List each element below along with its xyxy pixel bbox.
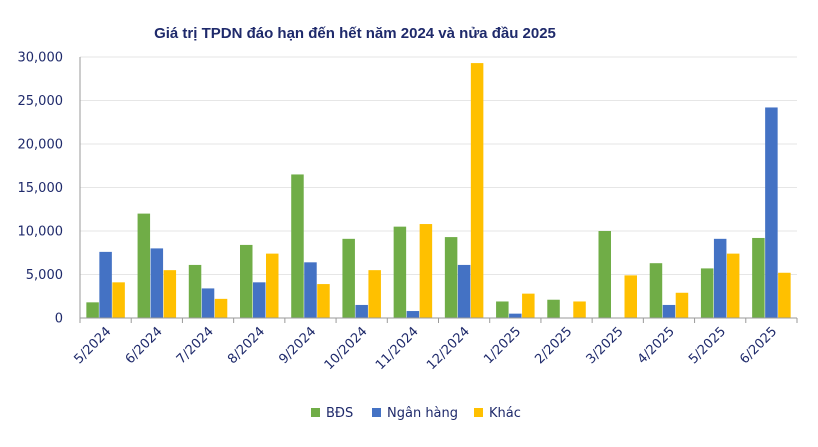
bar-bđs	[649, 263, 663, 318]
bar-ngân-hàng	[150, 248, 164, 318]
x-tick-label: 11/2024	[373, 324, 422, 373]
bar-ngân-hàng	[509, 313, 522, 318]
bar-khác	[675, 292, 689, 318]
bar-khác	[317, 284, 330, 318]
bar-bđs	[240, 244, 253, 318]
bar-khác	[726, 253, 740, 318]
bar-ngân-hàng	[457, 264, 471, 318]
bar-ngân-hàng	[99, 251, 112, 318]
bar-khác	[624, 275, 637, 318]
legend-label: Khác	[489, 406, 521, 421]
x-tick-label: 5/2025	[686, 324, 729, 367]
bar-ngân-hàng	[662, 304, 676, 318]
x-tick-label: 9/2024	[276, 324, 319, 367]
bar-bđs	[444, 237, 458, 318]
x-tick-label: 8/2024	[225, 324, 268, 367]
x-tick-label: 7/2024	[174, 324, 217, 367]
legend-label: BĐS	[326, 406, 353, 421]
y-axis-ticks: 0 5,000 10,000 15,000 20,000 25,000 30,000	[18, 51, 64, 327]
bar-ngân-hàng	[304, 262, 317, 318]
x-tick-label: 12/2024	[424, 324, 473, 373]
bar-bđs	[291, 174, 304, 318]
bar-khác	[778, 272, 791, 318]
x-tick-label: 5/2024	[71, 324, 114, 367]
bar-bđs	[752, 237, 765, 318]
y-tick-label: 30,000	[18, 51, 64, 66]
bar-khác	[470, 63, 484, 319]
chart-title: Giá trị TPDN đáo hạn đến hết năm 2024 và…	[154, 25, 556, 42]
bar-khác	[419, 224, 433, 318]
bar-ngân-hàng	[355, 304, 368, 318]
bar-bđs	[86, 302, 99, 318]
bar-bđs	[598, 231, 611, 318]
bar-khác	[266, 253, 279, 318]
y-tick-label: 10,000	[18, 225, 64, 240]
legend-swatch	[474, 408, 483, 417]
x-tick-label: 4/2025	[635, 324, 678, 367]
x-tick-label: 10/2024	[322, 324, 371, 373]
x-tick-label: 3/2025	[584, 324, 627, 367]
grid-lines	[80, 56, 797, 275]
x-axis-ticks: 5/2024 6/2024 7/2024 8/2024 9/2024 10/2024 11/…	[71, 324, 780, 373]
y-tick-label: 5,000	[26, 268, 63, 283]
y-tick-label: 20,000	[18, 138, 64, 153]
y-tick-label: 15,000	[18, 181, 64, 196]
bar-bđs	[496, 301, 509, 318]
bar-bđs	[547, 299, 560, 318]
bar-khác	[214, 298, 228, 318]
legend-swatch	[311, 408, 320, 417]
bars-group	[86, 63, 791, 319]
bar-khác	[163, 270, 177, 318]
y-tick-label: 25,000	[18, 94, 64, 109]
bar-ngân-hàng	[201, 288, 215, 318]
legend-label: Ngân hàng	[387, 406, 458, 421]
bar-khác	[522, 293, 535, 318]
axes-group	[79, 57, 798, 323]
y-tick-label: 0	[55, 312, 63, 327]
x-tick-label: 6/2024	[123, 324, 166, 367]
bar-ngân-hàng	[713, 238, 727, 318]
bar-bđs	[137, 213, 151, 318]
x-tick-label: 1/2025	[481, 324, 524, 367]
x-tick-label: 6/2025	[737, 324, 780, 367]
legend-swatch	[372, 408, 381, 417]
bar-khác	[573, 301, 586, 318]
bar-khác	[112, 282, 125, 318]
bar-bđs	[700, 268, 714, 318]
bar-ngân-hàng	[253, 282, 266, 318]
bar-bđs	[393, 226, 407, 318]
bar-bđs	[188, 264, 202, 318]
legend: BĐS Ngân hàng Khác	[311, 406, 521, 421]
bar-ngân-hàng	[765, 107, 778, 319]
bar-khác	[368, 270, 381, 318]
x-tick-label: 2/2025	[532, 324, 575, 367]
bar-ngân-hàng	[406, 311, 420, 318]
bar-bđs	[342, 238, 355, 318]
